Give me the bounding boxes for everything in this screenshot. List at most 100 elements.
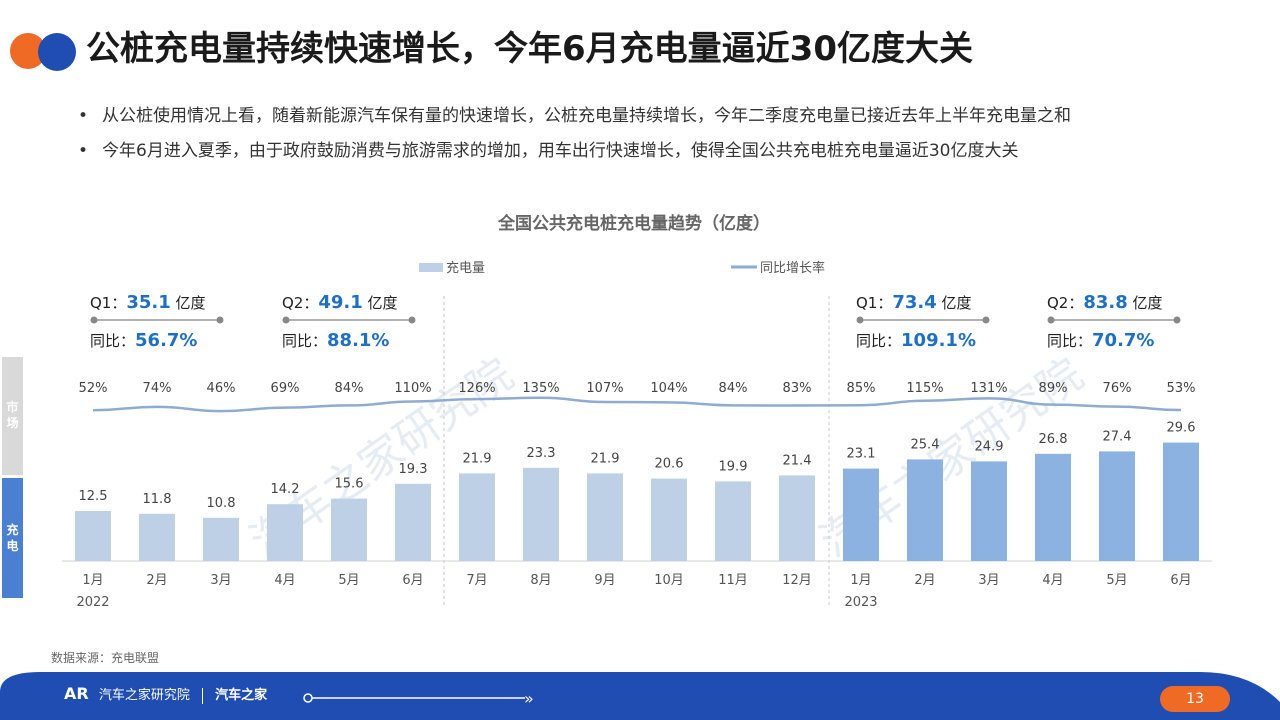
side-label-market: 市场 [2, 357, 23, 475]
yoy-value: 109.1% [901, 330, 976, 351]
bar-value-label: 14.2 [271, 482, 300, 497]
bar-value-label: 20.6 [655, 457, 684, 472]
quarter-value: 35.1 [126, 292, 170, 313]
side-label-market-text: 市场 [6, 400, 19, 430]
bar [203, 517, 239, 561]
logo-mark: AR [64, 684, 89, 703]
quarter-unit: 亿度 [937, 294, 972, 312]
annotation-divider-dot [856, 316, 864, 324]
bar [1163, 442, 1199, 561]
bar-value-label: 23.3 [527, 446, 556, 461]
yoy-value-label: 115% [906, 381, 943, 396]
footer-logo: AR 汽车之家研究院 汽车之家 [64, 684, 267, 704]
x-tick-label: 12月 [782, 573, 812, 588]
yoy-value: 70.7% [1092, 330, 1154, 351]
x-tick-label: 9月 [594, 573, 615, 588]
annotation-divider-dot [90, 316, 98, 324]
side-label-charging: 充电 [2, 478, 23, 598]
bar [651, 478, 687, 561]
x-tick-label: 11月 [718, 573, 748, 588]
yoy-value-label: 84% [335, 381, 364, 396]
legend-bar-label: 充电量 [446, 260, 485, 276]
yoy-label: 同比： [856, 332, 901, 350]
x-tick-label: 8月 [530, 573, 551, 588]
quarter-summary-label: Q2：49.1 亿度 [282, 292, 398, 313]
bar [267, 504, 303, 561]
x-tick-label: 4月 [1042, 573, 1063, 588]
quarter-value: 73.4 [892, 292, 936, 313]
year-label: 2023 [844, 595, 877, 610]
bullet-item: • 从公桩使用情况上看，随着新能源汽车保有量的快速增长，公桩充电量持续增长，今年… [78, 104, 1228, 128]
bar [139, 513, 175, 561]
annotation-divider-dot [982, 316, 990, 324]
yoy-value: 56.7% [135, 330, 197, 351]
yoy-value-label: 85% [847, 381, 876, 396]
data-source: 数据来源：充电联盟 [51, 651, 160, 665]
x-tick-label: 1月 [82, 573, 103, 588]
bar-value-label: 19.9 [719, 459, 748, 474]
yoy-value-label: 135% [522, 381, 559, 396]
bar-value-label: 15.6 [335, 477, 364, 492]
quarter-label: Q2： [1047, 294, 1083, 312]
yoy-value-label: 131% [970, 381, 1007, 396]
bar [459, 473, 495, 561]
quarter-summary-label: Q1：73.4 亿度 [856, 292, 972, 313]
bar-value-label: 27.4 [1103, 429, 1132, 444]
annotation-divider-dot [1047, 316, 1055, 324]
yoy-summary-label: 同比：56.7% [90, 330, 197, 351]
bar [907, 459, 943, 561]
bar [587, 473, 623, 561]
yoy-summary-label: 同比：70.7% [1047, 330, 1154, 351]
annotation-divider-dot [282, 316, 290, 324]
x-tick-label: 7月 [466, 573, 487, 588]
bullet-symbol: • [78, 106, 89, 126]
quarter-unit: 亿度 [1128, 294, 1163, 312]
x-tick-label: 2月 [914, 573, 935, 588]
yoy-summary-label: 同比：88.1% [282, 330, 389, 351]
x-tick-label: 6月 [402, 573, 423, 588]
x-tick-label: 4月 [274, 573, 295, 588]
yoy-value-label: 53% [1167, 381, 1196, 396]
bullet-symbol: • [78, 141, 89, 161]
logo-text: 汽车之家研究院 [98, 688, 190, 703]
bar-value-label: 23.1 [847, 447, 876, 462]
chart-title: 全国公共充电桩充电量趋势（亿度） [497, 213, 770, 234]
x-tick-label: 5月 [1106, 573, 1127, 588]
bullet-text: 从公桩使用情况上看，随着新能源汽车保有量的快速增长，公桩充电量持续增长，今年二季… [102, 106, 1071, 126]
bar [331, 498, 367, 561]
yoy-label: 同比： [1047, 332, 1092, 350]
quarter-label: Q2： [282, 294, 318, 312]
logo-separator [202, 687, 203, 704]
yoy-value-label: 84% [719, 381, 748, 396]
quarter-unit: 亿度 [363, 294, 398, 312]
page-number: 13 [1160, 686, 1230, 712]
bar [971, 461, 1007, 561]
legend-bar-swatch [419, 263, 443, 272]
yoy-value-label: 76% [1103, 381, 1132, 396]
bullet-list: • 从公桩使用情况上看，随着新能源汽车保有量的快速增长，公桩充电量持续增长，今年… [78, 104, 1228, 174]
yoy-value-label: 110% [394, 381, 431, 396]
yoy-value-label: 69% [271, 381, 300, 396]
footer-band: » [0, 672, 1280, 720]
quarter-value: 49.1 [318, 292, 362, 313]
quarter-summary-label: Q2：83.8 亿度 [1047, 292, 1163, 313]
annotation-divider-dot [408, 316, 416, 324]
yoy-summary-label: 同比：109.1% [856, 330, 976, 351]
bar [779, 475, 815, 561]
x-tick-label: 6月 [1170, 573, 1191, 588]
yoy-value: 88.1% [327, 330, 389, 351]
yoy-label: 同比： [90, 332, 135, 350]
yoy-value-label: 107% [586, 381, 623, 396]
title-blue-dot [38, 33, 76, 71]
footer-arrow-icon: » [524, 689, 534, 708]
quarter-label: Q1： [856, 294, 892, 312]
x-tick-label: 1月 [850, 573, 871, 588]
quarter-label: Q1： [90, 294, 126, 312]
x-tick-label: 5月 [338, 573, 359, 588]
bar [523, 467, 559, 561]
bar-value-label: 21.9 [591, 451, 620, 466]
bullet-text: 今年6月进入夏季，由于政府鼓励消费与旅游需求的增加，用车出行快速增长，使得全国公… [102, 141, 1019, 161]
yoy-label: 同比： [282, 332, 327, 350]
brand-name: 汽车之家 [215, 688, 268, 703]
